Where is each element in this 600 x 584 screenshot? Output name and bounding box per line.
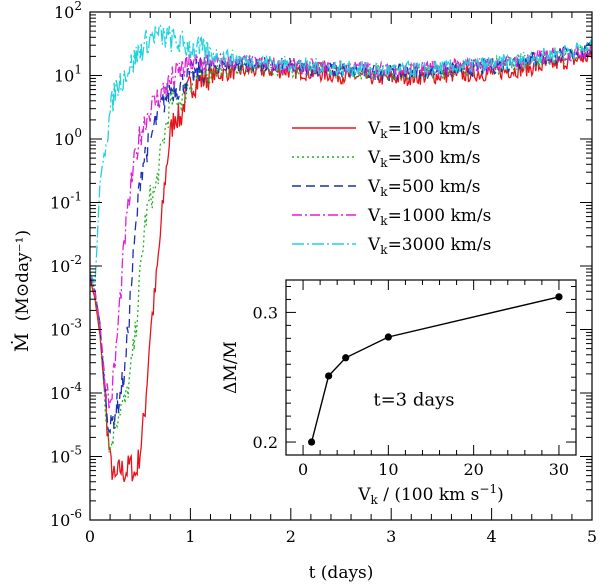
y-tick-label: 101	[54, 63, 82, 86]
series-line-3	[90, 42, 592, 410]
inset-point-0	[307, 438, 316, 446]
inset-x-tick-label: 0	[298, 460, 308, 479]
inset-point-1	[325, 372, 333, 380]
x-tick-label: 2	[286, 527, 296, 546]
y-axis-symbol: Ṁ	[10, 333, 33, 352]
main-series-group	[90, 23, 592, 482]
inset-y-axis-title: ΔM/M	[221, 341, 241, 394]
legend-label-2: Vk=500 km/s	[367, 177, 481, 199]
main-x-axis-title: t (days)	[309, 563, 374, 583]
x-tick-label: 5	[587, 527, 597, 546]
inset-x-tick-label: 30	[549, 460, 569, 479]
inset-series	[307, 293, 563, 446]
series-line-2	[90, 40, 592, 435]
main-axis-ticks	[89, 12, 593, 521]
y-tick-label: 10-2	[50, 253, 82, 276]
y-tick-label: 10-5	[50, 444, 82, 467]
inset-axis-ticks	[286, 280, 576, 455]
legend-label-0: Vk=100 km/s	[367, 119, 481, 141]
inset-point-4	[555, 293, 563, 301]
inset-point-2	[342, 354, 350, 362]
x-tick-label: 4	[487, 527, 497, 546]
legend-label-1: Vk=300 km/s	[367, 148, 481, 170]
inset-plot: 0 10 20 30 0.2 0.3 t=3 days Vk / (100 km s−1)…	[221, 279, 577, 507]
inset-point-3	[384, 333, 392, 341]
y-tick-label: 10-3	[50, 317, 82, 340]
y-tick-label: 10-1	[50, 190, 82, 213]
svg-text:Ṁ (M⊙day⁻¹): Ṁ (M⊙day⁻¹)	[10, 230, 33, 352]
y-tick-label: 10-6	[50, 507, 82, 530]
legend: Vk=100 km/s Vk=300 km/s Vk=500 km/s Vk=1000…	[292, 119, 491, 257]
x-tick-label: 0	[85, 527, 95, 546]
inset-annotation: t=3 days	[373, 390, 454, 411]
x-tick-label: 1	[185, 527, 195, 546]
inset-plot-frame	[285, 279, 577, 456]
y-tick-label: 100	[54, 126, 82, 149]
main-y-axis-title: Ṁ (M⊙day⁻¹)	[10, 230, 33, 352]
inset-x-tick-label: 10	[378, 460, 398, 479]
inset-y-tick-label: 0.2	[253, 433, 278, 452]
inset-x-tick-label: 20	[463, 460, 483, 479]
inset-tick-labels: 0 10 20 30 0.2 0.3	[253, 303, 570, 479]
legend-label-4: Vk=3000 km/s	[367, 235, 491, 257]
y-tick-label: 10-4	[50, 380, 82, 403]
main-plot: 0 1 2 3 4 510-610-510-410-310-210-1100101102 …	[10, 0, 597, 583]
legend-label-3: Vk=1000 km/s	[367, 206, 491, 228]
inset-y-tick-label: 0.3	[253, 303, 278, 322]
x-tick-label: 3	[386, 527, 396, 546]
y-axis-unit: (M⊙day⁻¹)	[13, 230, 33, 321]
y-tick-label: 102	[54, 0, 82, 22]
series-line-0	[90, 49, 592, 482]
inset-x-axis-title: Vk / (100 km s−1)	[357, 482, 503, 507]
series-line-4	[90, 23, 592, 286]
inset-background	[286, 280, 576, 455]
